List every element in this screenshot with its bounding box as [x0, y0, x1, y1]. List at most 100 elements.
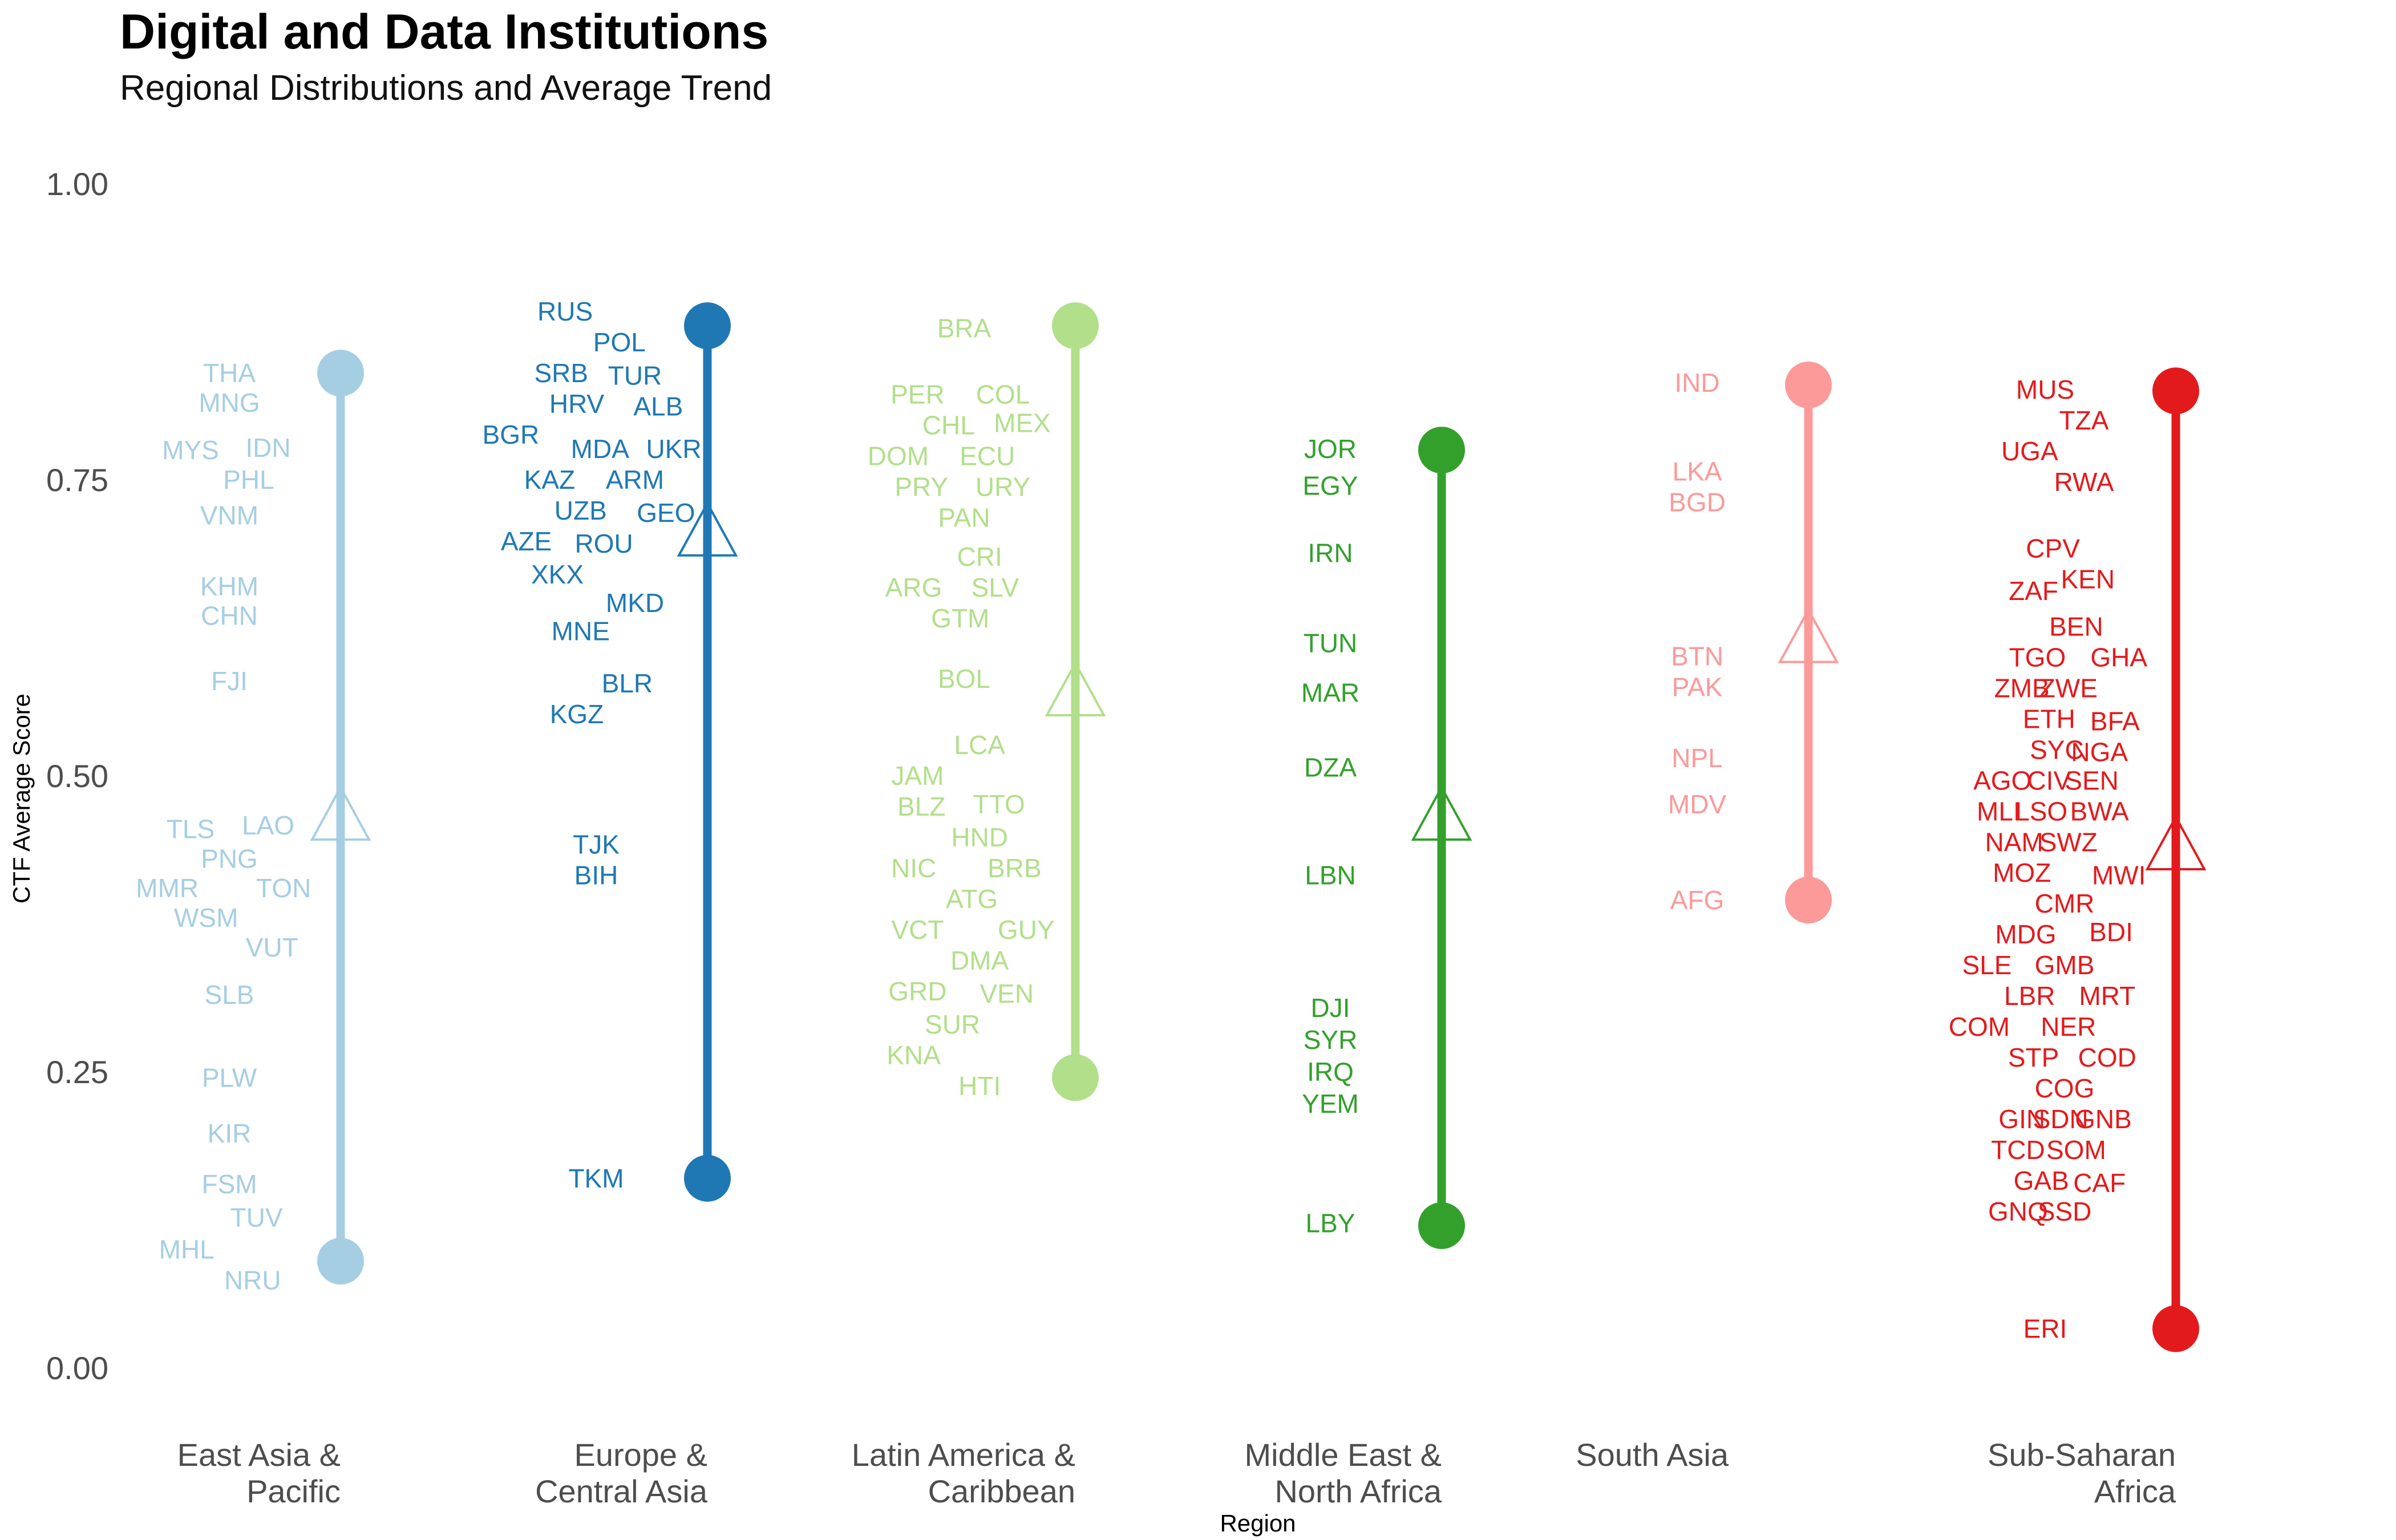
country-label: CRI [957, 542, 1002, 572]
country-label: COG [2035, 1073, 2095, 1103]
x-tick-label-line: East Asia & [177, 1437, 341, 1473]
country-label: PNG [201, 844, 258, 873]
x-tick-label: Sub-Saharan Africa [1988, 1437, 2176, 1509]
x-tick-label: South Asia [1576, 1437, 1729, 1473]
min-point [1785, 876, 1832, 923]
x-tick-label: Europe & Central Asia [535, 1437, 708, 1509]
country-label: LCA [954, 730, 1005, 760]
country-label: LSO [2015, 796, 2067, 826]
country-label: IRQ [1307, 1057, 1354, 1087]
country-label: BTN [1671, 641, 1723, 671]
country-label: UGA [2001, 436, 2058, 466]
country-label: JOR [1304, 434, 1357, 464]
country-label: MMR [136, 873, 199, 903]
x-tick-label-line: North Africa [1274, 1473, 1442, 1509]
country-label: COL [976, 380, 1030, 410]
country-label: ZMB [1994, 673, 2050, 703]
min-point [684, 1154, 731, 1202]
country-label: SYC [2030, 735, 2084, 764]
country-label: BIH [574, 860, 618, 890]
country-label: DOM [868, 441, 929, 471]
country-label: UZB [555, 496, 607, 525]
country-label: GRD [888, 976, 946, 1006]
y-tick-label: 1.00 [46, 166, 108, 202]
max-point [1052, 302, 1099, 350]
country-label: BDI [2089, 917, 2133, 947]
country-label: STP [2008, 1043, 2059, 1072]
country-label: MNE [552, 617, 610, 646]
x-tick-label: East Asia & Pacific [177, 1437, 341, 1509]
country-label: BRB [987, 853, 1042, 883]
country-label: BOL [938, 664, 990, 694]
country-label: HND [951, 822, 1008, 852]
country-label: BLZ [897, 792, 945, 821]
country-label: BRA [937, 313, 991, 343]
country-label: NGA [2071, 737, 2128, 767]
country-label: TON [256, 873, 311, 903]
country-label: PLW [202, 1063, 257, 1092]
country-label: GNQ [1988, 1197, 2048, 1226]
country-label: AGO [1973, 765, 2031, 795]
country-label: SEN [2065, 765, 2119, 795]
mean-marker [2145, 814, 2207, 870]
country-label: BLR [602, 668, 653, 698]
x-axis-title: Region [1220, 1510, 1296, 1537]
country-label: TCD [1991, 1135, 2045, 1165]
country-label: LBR [2004, 981, 2055, 1011]
country-label: KEN [2061, 564, 2115, 594]
country-label: ERI [2023, 1314, 2067, 1343]
country-label: FSM [201, 1169, 257, 1199]
country-label: TTO [973, 789, 1025, 819]
country-label: MAR [1301, 678, 1359, 708]
x-tick-label-line: Central Asia [535, 1473, 708, 1509]
country-label: PRY [895, 472, 948, 501]
country-label: KGZ [550, 699, 604, 729]
country-label: NPL [1671, 743, 1722, 773]
country-label: MNG [199, 388, 260, 418]
country-label: KIR [208, 1118, 252, 1148]
x-tick-label-line: Pacific [246, 1473, 341, 1509]
country-label: ZAF [2009, 576, 2058, 606]
country-label: MRT [2079, 981, 2135, 1011]
country-label: VNM [200, 500, 258, 530]
country-label: KAZ [524, 465, 575, 495]
country-label: BWA [2070, 796, 2129, 826]
country-label: GAB [2014, 1166, 2069, 1195]
country-label: SDN [2033, 1104, 2089, 1134]
country-label: IRN [1308, 538, 1353, 568]
country-label: VEN [980, 979, 1034, 1008]
country-label: DZA [1304, 752, 1357, 782]
x-tick-label-line: Africa [2094, 1473, 2176, 1509]
country-label: SUR [925, 1010, 980, 1039]
country-label: MLI [1977, 796, 2021, 826]
country-label: TJK [573, 829, 620, 859]
country-label: TUV [230, 1202, 283, 1232]
chart-subtitle: Regional Distributions and Average Trend [120, 68, 772, 108]
country-label: MDA [571, 434, 630, 464]
country-label: ZWE [2039, 673, 2098, 703]
country-label: CHN [201, 601, 258, 631]
mean-marker [1778, 607, 1839, 663]
country-label: MKD [606, 588, 664, 618]
country-label: MYS [162, 435, 219, 465]
country-label: SYR [1304, 1025, 1358, 1055]
country-label: PAN [938, 502, 990, 532]
y-axis-ticks: 0.00 0.25 0.50 0.75 1.00 [46, 166, 108, 1386]
country-label: LBY [1306, 1209, 1355, 1238]
country-label: BGR [483, 420, 540, 449]
country-label: ROU [574, 529, 633, 558]
country-label: NRU [224, 1265, 281, 1295]
country-label: MDV [1668, 789, 1727, 819]
country-label: BEN [2049, 611, 2103, 641]
country-label: YEM [1302, 1089, 1359, 1118]
country-label: LAO [242, 810, 294, 840]
country-label: RUS [537, 297, 593, 326]
y-tick-label: 0.00 [46, 1350, 108, 1386]
